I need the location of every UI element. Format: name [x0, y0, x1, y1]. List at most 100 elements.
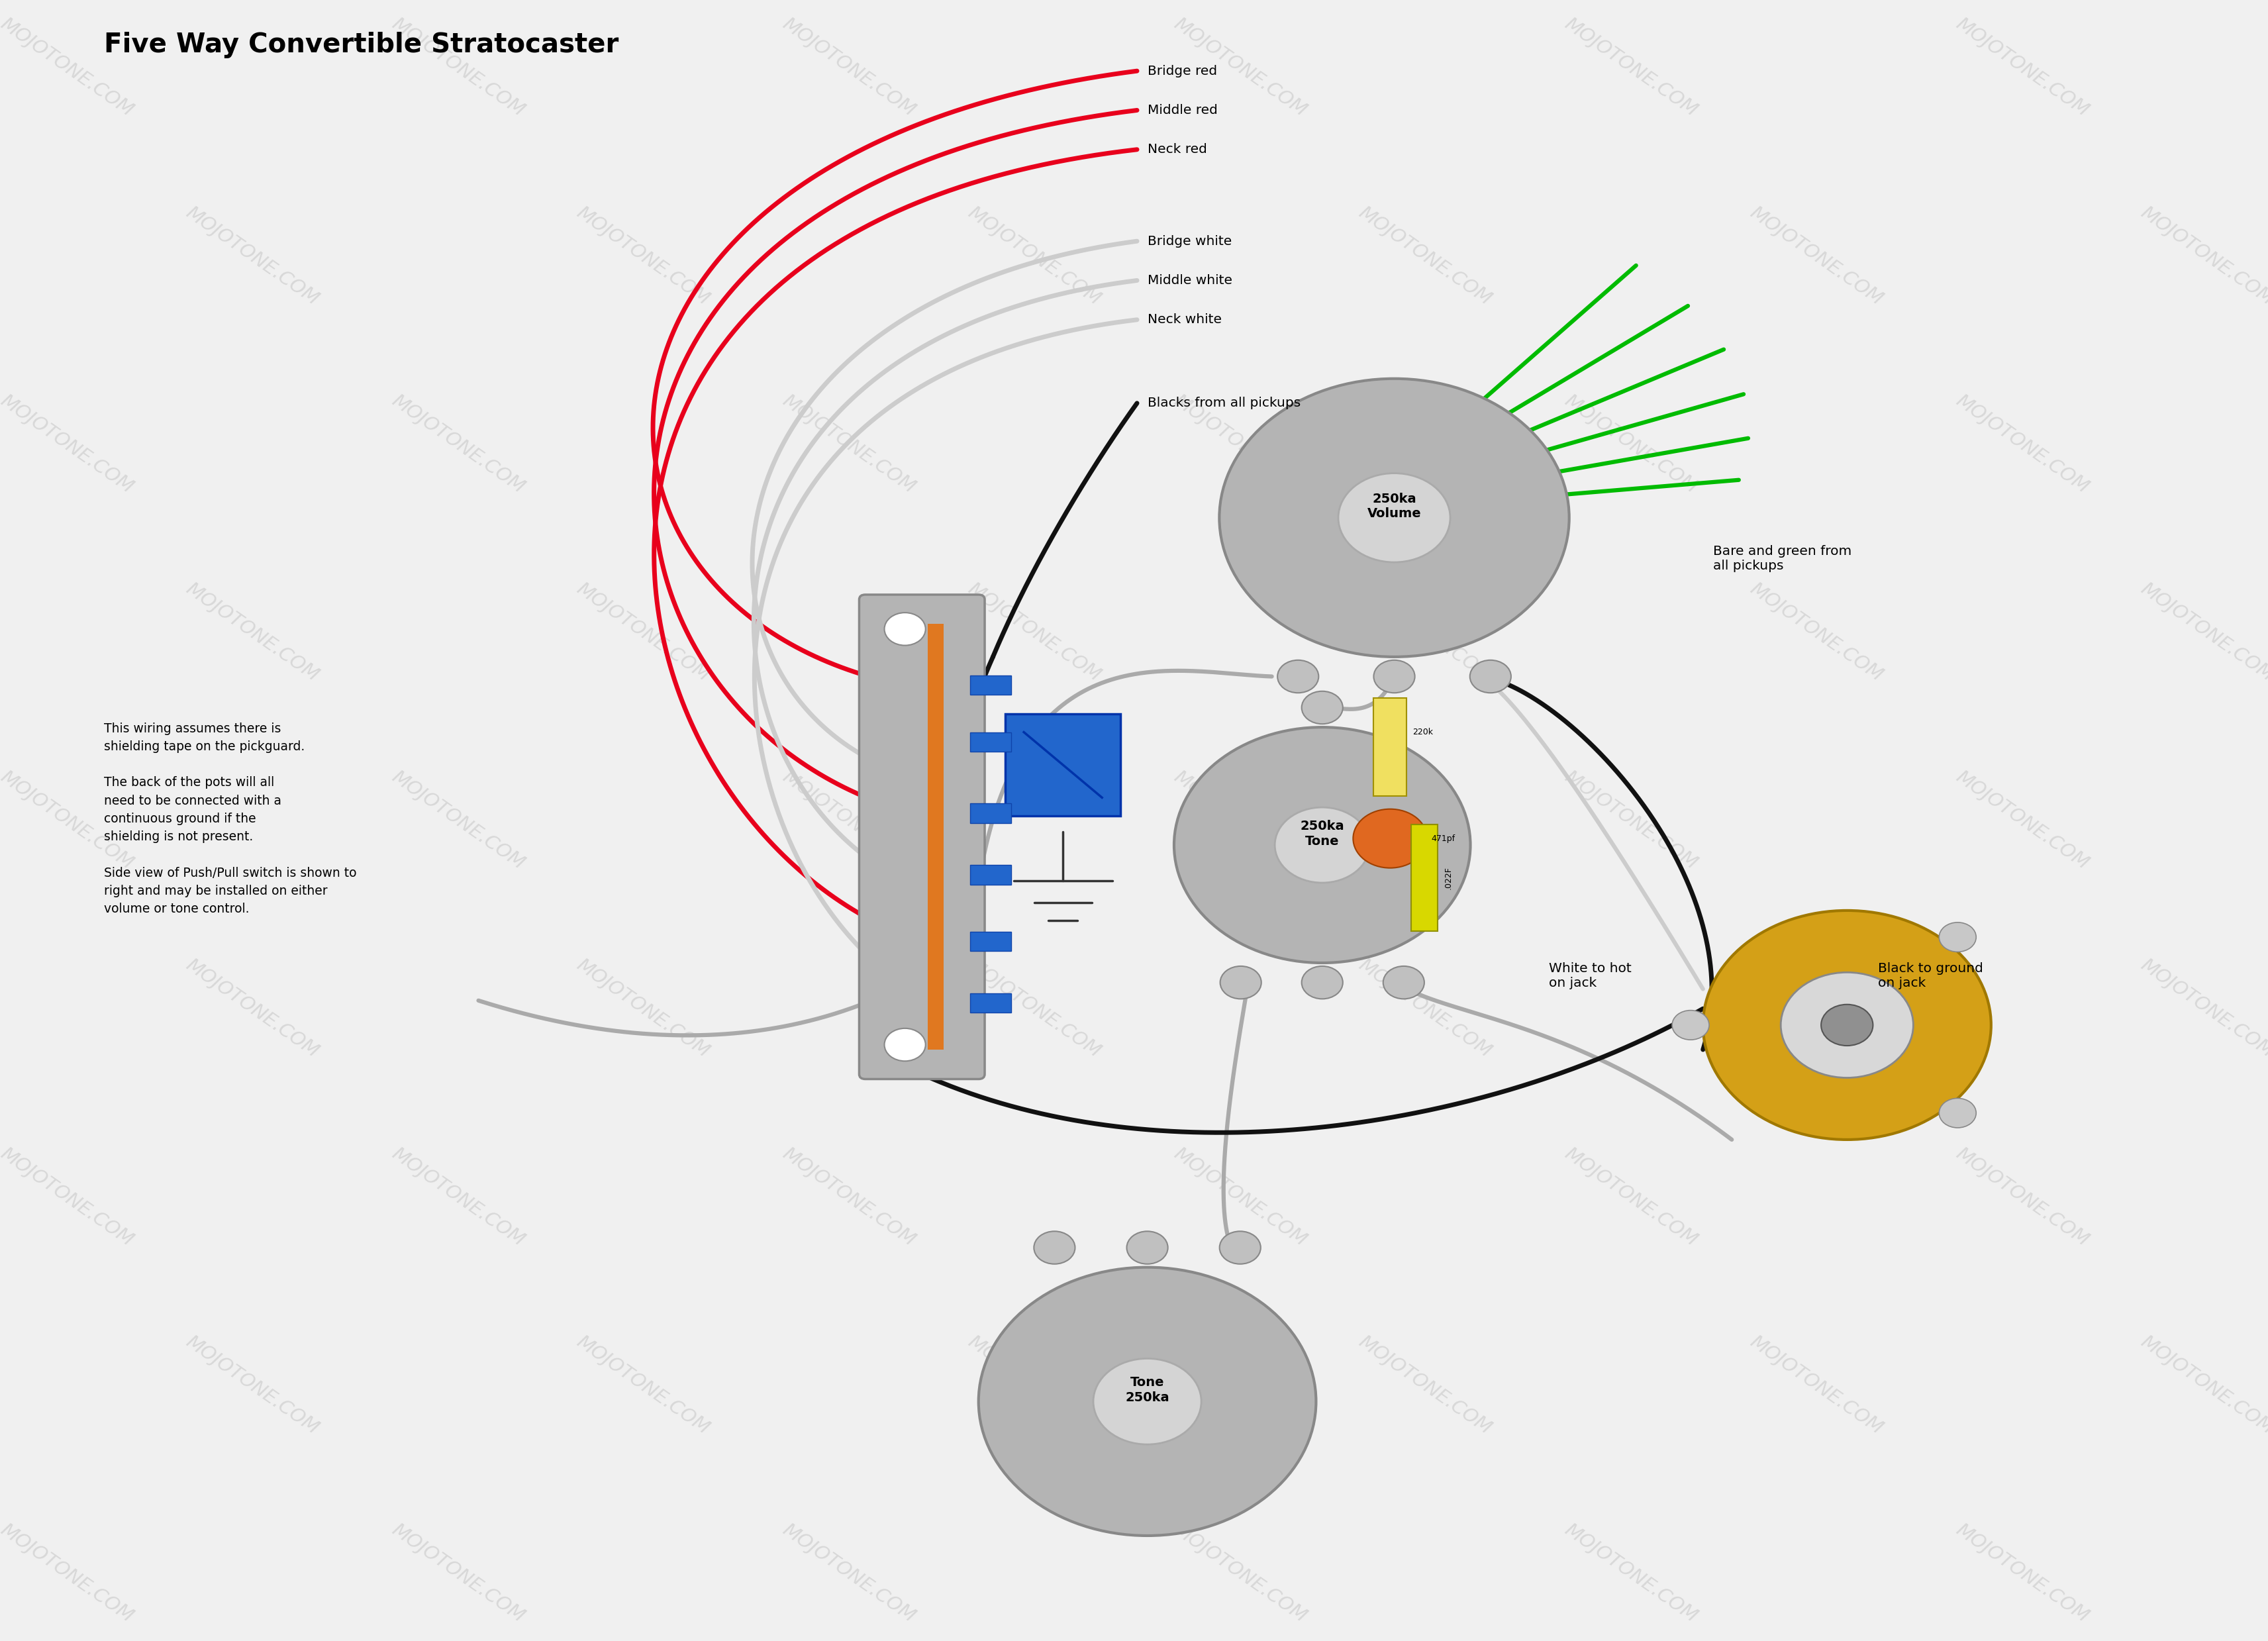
Text: MOJOTONE.COM: MOJOTONE.COM — [1560, 1521, 1701, 1626]
Text: Blacks from all pickups: Blacks from all pickups — [1148, 397, 1300, 410]
Circle shape — [978, 1267, 1315, 1536]
Circle shape — [1220, 379, 1569, 656]
Text: MOJOTONE.COM: MOJOTONE.COM — [778, 1144, 919, 1250]
Text: Bare and green from
all pickups: Bare and green from all pickups — [1712, 545, 1851, 573]
Text: MOJOTONE.COM: MOJOTONE.COM — [1560, 1144, 1701, 1250]
Circle shape — [1275, 807, 1370, 883]
Text: MOJOTONE.COM: MOJOTONE.COM — [388, 1521, 528, 1626]
Text: MOJOTONE.COM: MOJOTONE.COM — [574, 957, 712, 1062]
Text: MOJOTONE.COM: MOJOTONE.COM — [388, 1144, 528, 1250]
Text: MOJOTONE.COM: MOJOTONE.COM — [1170, 391, 1309, 497]
Circle shape — [1939, 1098, 1975, 1127]
Text: MOJOTONE.COM: MOJOTONE.COM — [2136, 1332, 2268, 1438]
Text: White to hot
on jack: White to hot on jack — [1549, 962, 1631, 990]
Text: MOJOTONE.COM: MOJOTONE.COM — [964, 579, 1105, 684]
Text: MOJOTONE.COM: MOJOTONE.COM — [2136, 579, 2268, 684]
Text: MOJOTONE.COM: MOJOTONE.COM — [964, 203, 1105, 309]
Text: MOJOTONE.COM: MOJOTONE.COM — [2136, 203, 2268, 309]
Text: Neck red: Neck red — [1148, 143, 1207, 156]
Text: MOJOTONE.COM: MOJOTONE.COM — [181, 1332, 322, 1438]
Text: MOJOTONE.COM: MOJOTONE.COM — [1356, 1332, 1495, 1438]
Circle shape — [1354, 809, 1427, 868]
Text: MOJOTONE.COM: MOJOTONE.COM — [388, 15, 528, 120]
Circle shape — [1034, 1231, 1075, 1264]
Text: Five Way Convertible Stratocaster: Five Way Convertible Stratocaster — [104, 31, 619, 57]
Circle shape — [1939, 922, 1975, 952]
Text: MOJOTONE.COM: MOJOTONE.COM — [778, 391, 919, 497]
Text: MOJOTONE.COM: MOJOTONE.COM — [1746, 203, 1887, 309]
Circle shape — [1302, 691, 1343, 724]
Text: MOJOTONE.COM: MOJOTONE.COM — [574, 203, 712, 309]
Bar — [971, 674, 1012, 694]
FancyBboxPatch shape — [860, 594, 984, 1080]
Text: 250ka
Volume: 250ka Volume — [1368, 492, 1422, 520]
Text: MOJOTONE.COM: MOJOTONE.COM — [574, 579, 712, 684]
Circle shape — [1220, 1231, 1261, 1264]
Text: This wiring assumes there is
shielding tape on the pickguard.

The back of the p: This wiring assumes there is shielding t… — [104, 722, 356, 916]
Circle shape — [1780, 973, 1914, 1078]
Text: MOJOTONE.COM: MOJOTONE.COM — [0, 768, 136, 873]
Text: MOJOTONE.COM: MOJOTONE.COM — [1953, 15, 2091, 120]
Text: MOJOTONE.COM: MOJOTONE.COM — [1356, 957, 1495, 1062]
Text: Tone
250ka: Tone 250ka — [1125, 1377, 1170, 1403]
Circle shape — [1175, 727, 1470, 963]
Text: MOJOTONE.COM: MOJOTONE.COM — [1170, 1521, 1309, 1626]
Circle shape — [1220, 967, 1261, 999]
Text: MOJOTONE.COM: MOJOTONE.COM — [1746, 957, 1887, 1062]
Bar — [971, 993, 1012, 1012]
Circle shape — [1703, 911, 1991, 1139]
Text: Bridge white: Bridge white — [1148, 235, 1232, 248]
Text: MOJOTONE.COM: MOJOTONE.COM — [964, 957, 1105, 1062]
Bar — [1374, 697, 1406, 796]
Text: MOJOTONE.COM: MOJOTONE.COM — [0, 1521, 136, 1626]
Text: Neck white: Neck white — [1148, 313, 1222, 327]
Text: Middle red: Middle red — [1148, 103, 1218, 117]
Text: MOJOTONE.COM: MOJOTONE.COM — [0, 391, 136, 497]
Bar — [971, 804, 1012, 822]
Text: 471pf: 471pf — [1431, 834, 1456, 843]
Text: MOJOTONE.COM: MOJOTONE.COM — [1560, 768, 1701, 873]
Bar — [1411, 824, 1438, 930]
Text: MOJOTONE.COM: MOJOTONE.COM — [1953, 1521, 2091, 1626]
Text: MOJOTONE.COM: MOJOTONE.COM — [181, 203, 322, 309]
Text: MOJOTONE.COM: MOJOTONE.COM — [1170, 15, 1309, 120]
Circle shape — [1338, 473, 1449, 563]
Circle shape — [1821, 1004, 1873, 1045]
Text: MOJOTONE.COM: MOJOTONE.COM — [0, 1144, 136, 1250]
Bar — [971, 732, 1012, 752]
Text: .022F: .022F — [1445, 866, 1454, 889]
Text: Middle white: Middle white — [1148, 274, 1232, 287]
Text: Black to ground
on jack: Black to ground on jack — [1878, 962, 1982, 990]
Text: MOJOTONE.COM: MOJOTONE.COM — [778, 1521, 919, 1626]
Text: MOJOTONE.COM: MOJOTONE.COM — [181, 579, 322, 684]
Bar — [971, 932, 1012, 952]
Text: 250ka
Tone: 250ka Tone — [1300, 820, 1345, 847]
FancyBboxPatch shape — [1005, 714, 1120, 816]
Circle shape — [1470, 660, 1510, 693]
Circle shape — [1672, 1011, 1710, 1040]
Circle shape — [885, 1029, 925, 1062]
Text: MOJOTONE.COM: MOJOTONE.COM — [1356, 579, 1495, 684]
Circle shape — [885, 612, 925, 645]
Text: MOJOTONE.COM: MOJOTONE.COM — [574, 1332, 712, 1438]
Text: MOJOTONE.COM: MOJOTONE.COM — [2136, 957, 2268, 1062]
Text: MOJOTONE.COM: MOJOTONE.COM — [1746, 1332, 1887, 1438]
Text: MOJOTONE.COM: MOJOTONE.COM — [1953, 391, 2091, 497]
Text: MOJOTONE.COM: MOJOTONE.COM — [1953, 1144, 2091, 1250]
Circle shape — [1127, 1231, 1168, 1264]
Text: MOJOTONE.COM: MOJOTONE.COM — [388, 768, 528, 873]
Text: MOJOTONE.COM: MOJOTONE.COM — [1170, 768, 1309, 873]
Text: MOJOTONE.COM: MOJOTONE.COM — [1356, 203, 1495, 309]
Bar — [971, 865, 1012, 884]
Text: MOJOTONE.COM: MOJOTONE.COM — [1560, 391, 1701, 497]
Text: MOJOTONE.COM: MOJOTONE.COM — [1170, 1144, 1309, 1250]
Text: MOJOTONE.COM: MOJOTONE.COM — [1746, 579, 1887, 684]
Circle shape — [1374, 660, 1415, 693]
Text: MOJOTONE.COM: MOJOTONE.COM — [388, 391, 528, 497]
Text: 220k: 220k — [1413, 729, 1433, 737]
Circle shape — [1093, 1359, 1202, 1444]
Bar — [928, 624, 943, 1050]
Text: MOJOTONE.COM: MOJOTONE.COM — [964, 1332, 1105, 1438]
Text: MOJOTONE.COM: MOJOTONE.COM — [1953, 768, 2091, 873]
Text: MOJOTONE.COM: MOJOTONE.COM — [778, 768, 919, 873]
